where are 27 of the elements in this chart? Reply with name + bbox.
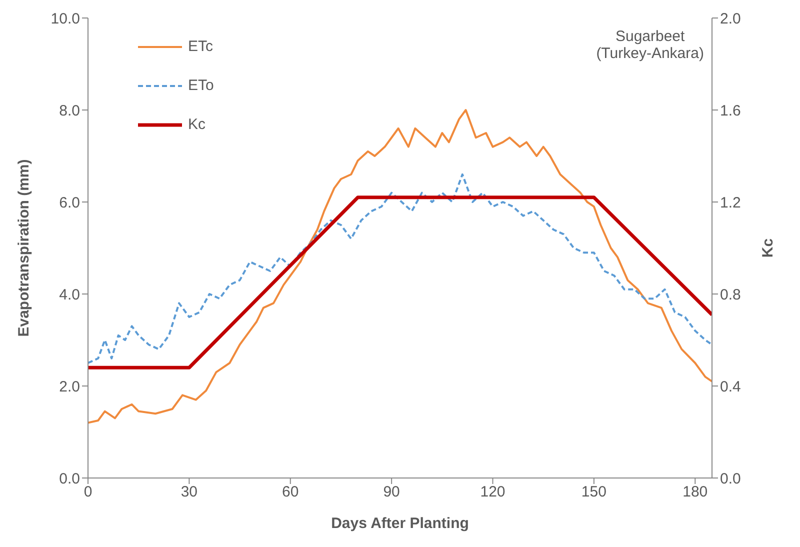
- y-tick-label: 6.0: [59, 194, 80, 212]
- y2-tick-label: 0.0: [720, 470, 741, 488]
- y2-tick-label: 1.6: [720, 102, 741, 120]
- x-tick-label: 30: [180, 484, 198, 501]
- annotation: Sugarbeet (Turkey-Ankara): [596, 28, 704, 62]
- y-tick-label: 8.0: [59, 102, 80, 120]
- y2-tick-label: 0.4: [720, 378, 741, 396]
- y2-tick-label: 1.2: [720, 194, 741, 212]
- y-tick-label: 0.0: [59, 470, 80, 488]
- y-axis-title: Evapotranspiration (mm): [15, 159, 32, 337]
- y2-axis-title: Kc: [759, 238, 776, 258]
- x-tick-label: 180: [682, 484, 708, 501]
- y2-tick-label: 2.0: [720, 10, 741, 28]
- legend-label: ETo: [188, 77, 214, 94]
- y2-tick-label: 0.8: [720, 286, 741, 304]
- x-axis-title: Days After Planting: [331, 515, 469, 532]
- x-tick-label: 0: [84, 484, 92, 501]
- x-tick-label: 90: [383, 484, 400, 501]
- legend-label: Kc: [188, 116, 206, 133]
- line-series: [88, 109, 712, 424]
- y-tick-label: 2.0: [59, 378, 80, 396]
- x-tick-label: 60: [282, 484, 299, 501]
- y-tick-label: 10.0: [50, 10, 80, 28]
- legend-label: ETc: [188, 38, 214, 55]
- y-tick-label: 4.0: [59, 286, 80, 304]
- x-tick-label: 120: [480, 484, 506, 501]
- x-tick-label: 150: [581, 484, 606, 501]
